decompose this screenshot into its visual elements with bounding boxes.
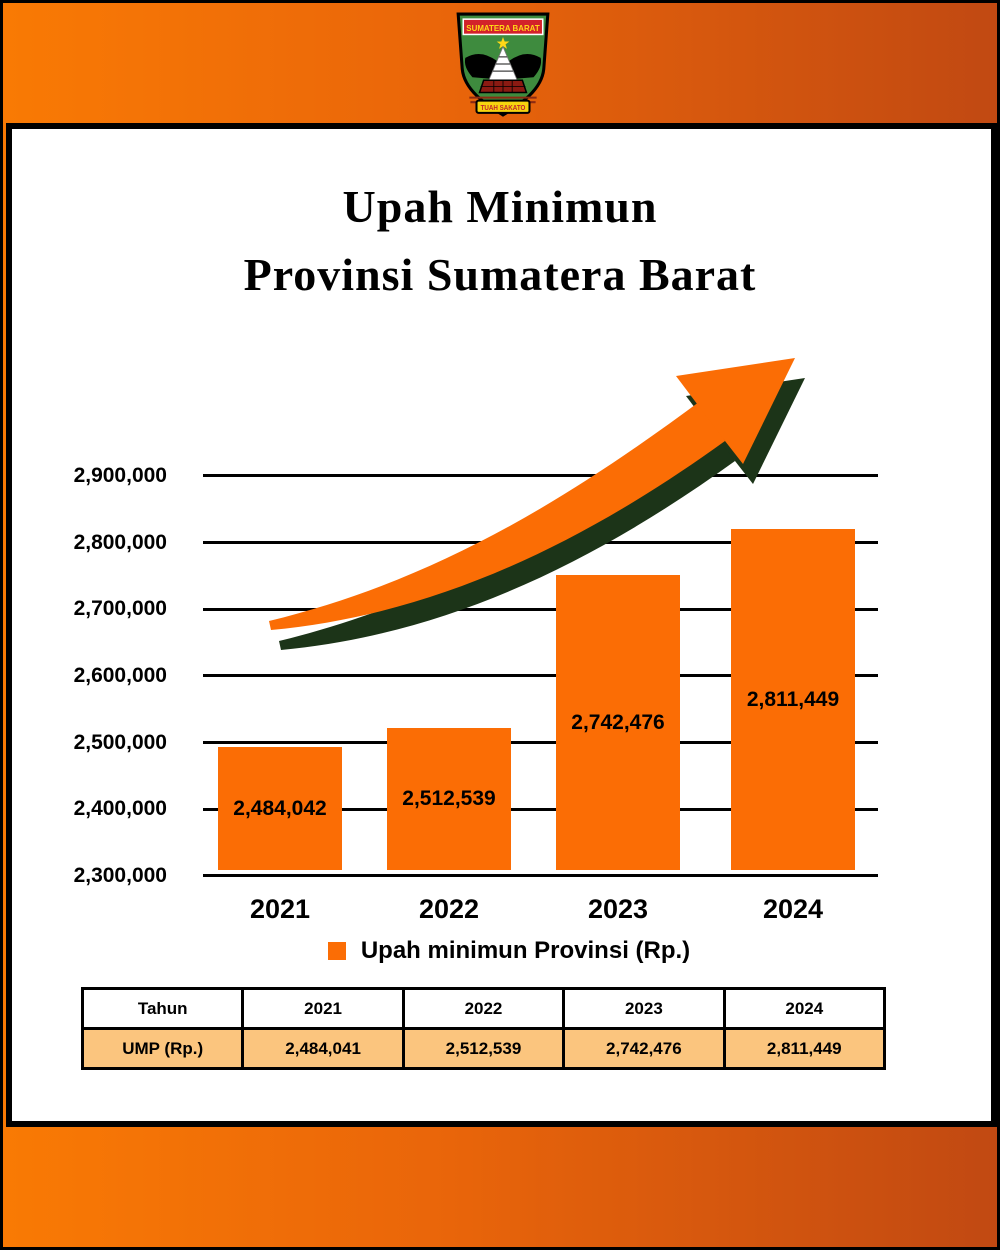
star-icon (496, 36, 510, 49)
y-axis-tick: 2,300,000 (73, 864, 167, 887)
table-data-cell: UMP (Rp.) (80, 1027, 245, 1070)
x-axis-label: 2022 (418, 894, 480, 924)
bar-2023: 2,742,476 (556, 575, 680, 870)
table-header-cell: 2023 (562, 987, 726, 1030)
house-grid-lines (480, 80, 526, 93)
bar-2021: 2,484,042 (218, 747, 342, 870)
table-data-cell: 2,811,449 (722, 1027, 887, 1070)
y-axis-tick: 2,900,000 (73, 464, 167, 487)
bar-value-label: 2,811,449 (746, 687, 840, 711)
logo-top-banner-text: SUMATERA BARAT (466, 23, 540, 33)
title-line-1: Upah Minimun (342, 181, 658, 232)
bar-value-label: 2,742,476 (571, 710, 665, 734)
table-data-cell: 2,512,539 (401, 1027, 566, 1070)
y-axis-tick: 2,500,000 (73, 731, 167, 754)
logo-top-banner (462, 18, 544, 36)
legend-swatch (327, 942, 346, 960)
table-data-row: UMP (Rp.) 2,484,041 2,512,539 2,742,476 … (80, 1027, 887, 1070)
table-header-cell: 2024 (722, 987, 887, 1030)
table-header-cell: 2022 (401, 987, 566, 1030)
table-header-row: Tahun 2021 2022 2023 2024 (80, 987, 887, 1030)
table-header-cell: Tahun (80, 987, 245, 1030)
bar-value-label: 2,484,042 (233, 796, 327, 820)
chart-legend: Upah minimun Provinsi (Rp.) (3, 937, 997, 965)
bar-2022: 2,512,539 (387, 728, 511, 870)
legend-label: Upah minimun Provinsi (Rp.) (360, 937, 691, 964)
right-horn-shape (509, 53, 542, 80)
table-header-cell: 2021 (241, 987, 405, 1030)
ump-table: Tahun 2021 2022 2023 2024 UMP (Rp.) 2,48… (80, 987, 887, 1070)
x-axis-label: 2024 (762, 894, 824, 924)
sumatera-barat-logo: SUMATERA BARAT TUAH SAKATO (456, 12, 550, 117)
gridline-2900000 (203, 474, 878, 477)
gridline-2500000 (203, 741, 878, 744)
y-axis-tick: 2,600,000 (73, 664, 167, 687)
bar-value-label: 2,512,539 (402, 787, 496, 810)
table-data-cell: 2,742,476 (562, 1027, 726, 1070)
page-title: Upah Minimun Provinsi Sumatera Barat (3, 173, 997, 309)
x-axis-label: 2021 (249, 894, 311, 924)
title-line-2: Provinsi Sumatera Barat (243, 249, 757, 300)
gridline-2300000 (203, 874, 878, 877)
gridline-2600000 (203, 674, 878, 677)
logo-motto-banner (475, 99, 531, 114)
bar-2024: 2,811,449 (731, 529, 855, 870)
y-axis-tick: 2,700,000 (73, 597, 167, 620)
y-axis-tick: 2,800,000 (73, 531, 167, 554)
gridline-2400000 (203, 808, 878, 811)
table-data-cell: 2,484,041 (241, 1027, 405, 1070)
y-axis-tick: 2,400,000 (73, 797, 167, 820)
logo-motto-text: TUAH SAKATO (481, 104, 526, 112)
x-axis-label: 2023 (587, 894, 649, 924)
left-horn-shape (464, 53, 497, 80)
roof-tier-lines (492, 56, 514, 72)
